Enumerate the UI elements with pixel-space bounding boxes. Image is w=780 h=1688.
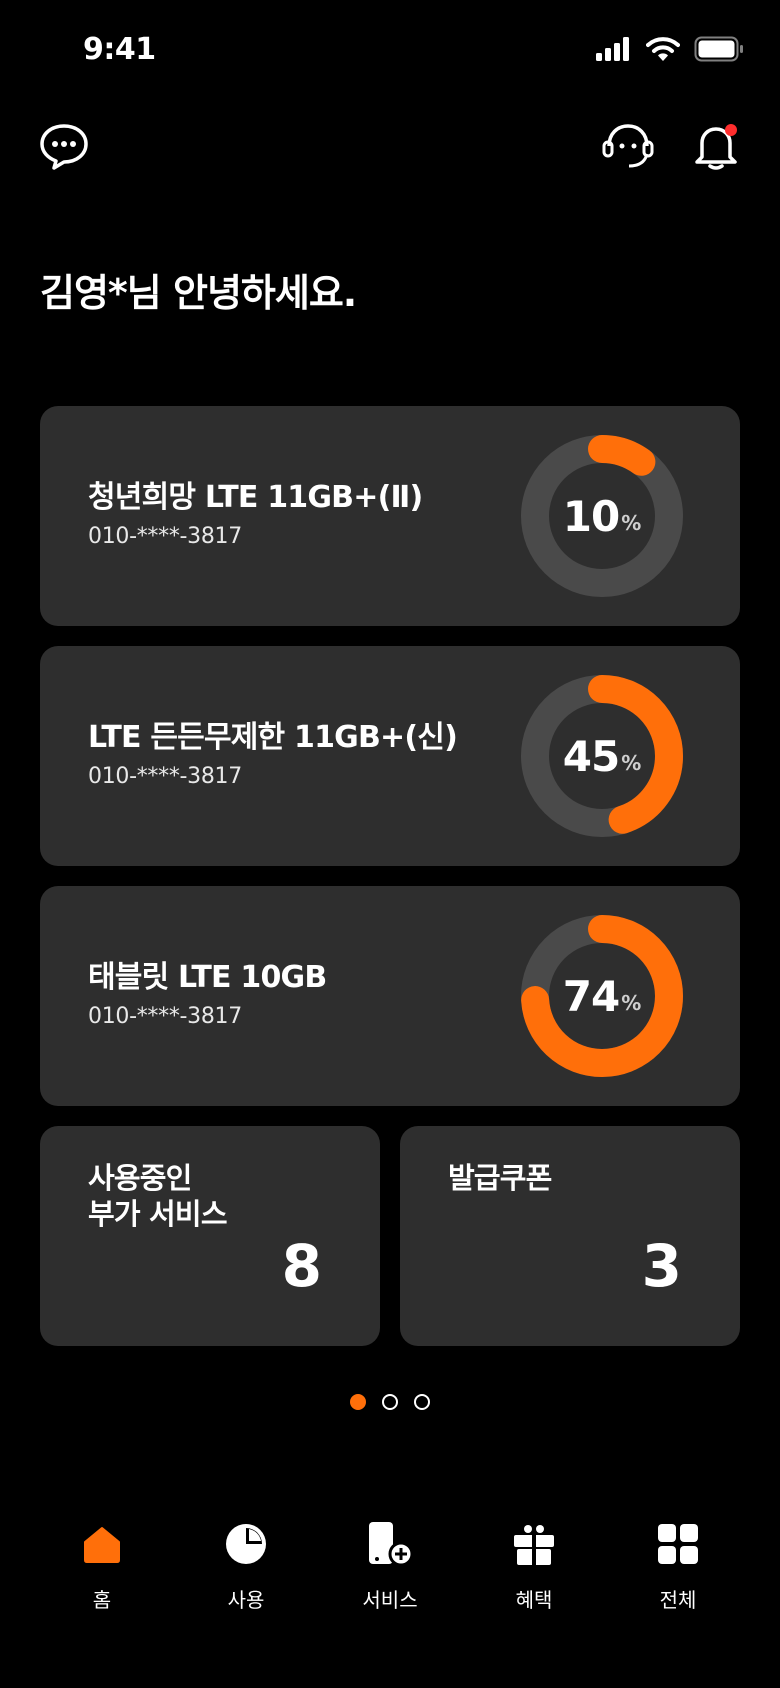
bell-icon — [695, 124, 737, 170]
usage-donut-chart: 10 % — [520, 434, 684, 598]
notification-badge — [725, 124, 737, 136]
plan-card[interactable]: LTE 든든무제한 11GB+(신) 010-****-3817 45 % — [40, 646, 740, 866]
percent-unit: % — [621, 511, 642, 535]
tab-label: 혜택 — [515, 1588, 553, 1612]
pie-chart-icon — [226, 1524, 266, 1564]
plan-card[interactable]: 청년희망 LTE 11GB+(Ⅱ) 010-****-3817 10 % — [40, 406, 740, 626]
coupons-title: 발급쿠폰 — [448, 1161, 552, 1195]
greeting-title: 김영*님 안녕하세요. — [40, 271, 357, 315]
bottom-tab-bar: 홈 사용 서비스 — [30, 1520, 750, 1640]
tab-label: 사용 — [227, 1588, 265, 1612]
tab-home[interactable]: 홈 — [30, 1520, 174, 1640]
tab-label: 전체 — [659, 1588, 697, 1612]
tab-services[interactable]: 서비스 — [318, 1520, 462, 1640]
plan-name: LTE 든든무제한 11GB+(신) — [88, 720, 458, 755]
plan-card[interactable]: 태블릿 LTE 10GB 010-****-3817 74 % — [40, 886, 740, 1106]
page-dot[interactable] — [414, 1394, 430, 1410]
notification-button[interactable] — [688, 118, 744, 174]
page-dot[interactable] — [350, 1394, 366, 1410]
tab-all[interactable]: 전체 — [606, 1520, 750, 1640]
usage-donut-chart: 45 % — [520, 674, 684, 838]
addon-services-card[interactable]: 사용중인 부가 서비스 8 — [40, 1126, 380, 1346]
plan-phone-number: 010-****-3817 — [88, 524, 242, 549]
customer-center-button[interactable] — [600, 118, 656, 174]
usage-donut-chart: 74 % — [520, 914, 684, 1078]
usage-percent-value: 45 — [562, 731, 620, 781]
chat-bubble-icon — [40, 124, 88, 170]
addon-services-title: 사용중인 부가 서비스 — [88, 1161, 228, 1231]
headset-icon — [602, 124, 654, 168]
battery-icon — [694, 36, 743, 62]
usage-percent-value: 74 — [562, 971, 620, 1021]
plan-name: 청년희망 LTE 11GB+(Ⅱ) — [88, 480, 423, 515]
plan-phone-number: 010-****-3817 — [88, 1004, 242, 1029]
phone-plus-icon — [369, 1522, 413, 1566]
gift-icon — [514, 1525, 554, 1565]
page-indicator — [0, 1394, 780, 1410]
percent-unit: % — [621, 751, 642, 775]
usage-percent-value: 10 — [562, 491, 620, 541]
grid-icon — [658, 1524, 698, 1564]
page-dot[interactable] — [382, 1394, 398, 1410]
coupons-count: 3 — [641, 1232, 682, 1300]
wifi-icon — [646, 37, 680, 61]
chat-button[interactable] — [36, 118, 92, 174]
status-icons — [596, 36, 744, 62]
tab-benefits[interactable]: 혜택 — [462, 1520, 606, 1640]
percent-unit: % — [621, 991, 642, 1015]
home-icon — [84, 1527, 120, 1563]
cellular-signal-icon — [596, 37, 629, 61]
tab-usage[interactable]: 사용 — [174, 1520, 318, 1640]
plan-name: 태블릿 LTE 10GB — [88, 960, 327, 995]
tab-label: 홈 — [92, 1588, 112, 1612]
tab-label: 서비스 — [362, 1588, 418, 1612]
status-time: 9:41 — [83, 32, 156, 67]
coupons-card[interactable]: 발급쿠폰 3 — [400, 1126, 740, 1346]
plan-phone-number: 010-****-3817 — [88, 764, 242, 789]
status-bar: 9:41 — [0, 0, 780, 100]
addon-services-count: 8 — [281, 1232, 322, 1300]
